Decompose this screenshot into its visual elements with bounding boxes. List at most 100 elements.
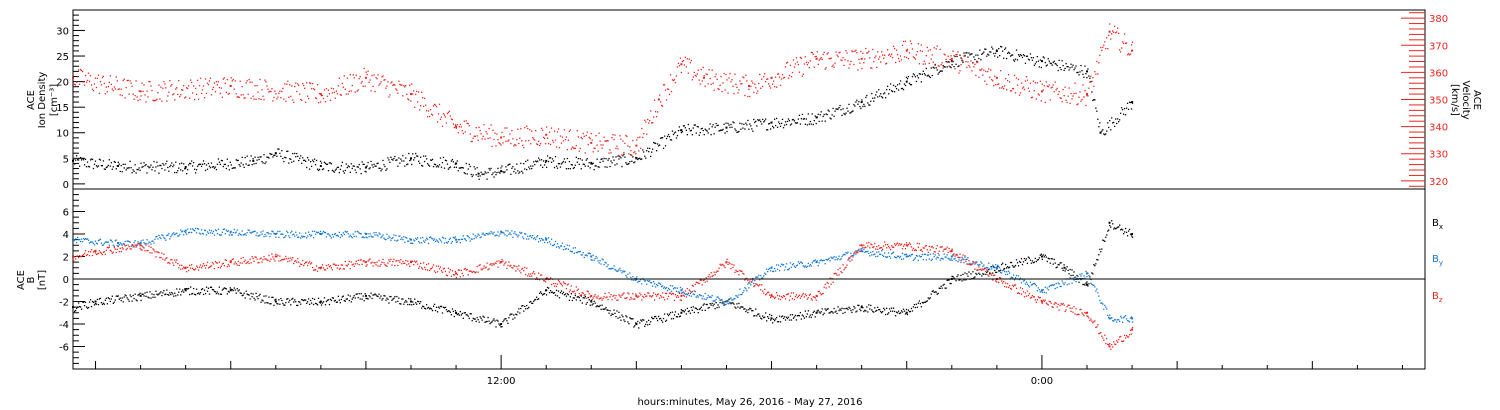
by-dot: [1094, 286, 1096, 288]
by-dot: [405, 236, 407, 238]
bz-dot: [412, 260, 414, 263]
bz-dot: [164, 259, 166, 261]
bz-dot: [354, 263, 356, 265]
velocity-dot: [748, 88, 750, 90]
velocity-dot: [782, 77, 785, 79]
density-dot: [250, 155, 252, 157]
bz-dot: [107, 247, 110, 249]
by-dot: [624, 270, 626, 272]
velocity-dot: [1064, 86, 1066, 88]
velocity-dot: [949, 58, 951, 61]
velocity-dot: [203, 96, 206, 99]
density-dot: [803, 118, 806, 120]
by-dot: [630, 276, 632, 279]
bx-dot: [384, 295, 386, 297]
by-dot: [1105, 306, 1107, 308]
velocity-dot: [1048, 84, 1050, 86]
velocity-dot: [259, 78, 261, 81]
velocity-dot: [330, 87, 333, 89]
by-dot: [315, 231, 318, 233]
velocity-dot: [976, 62, 978, 64]
velocity-dot: [646, 133, 648, 135]
bx-dot: [799, 311, 802, 314]
density-dot: [656, 143, 659, 145]
velocity-dot: [272, 100, 274, 102]
bx-dot: [716, 306, 718, 309]
by-dot: [399, 235, 401, 237]
bx-dot: [427, 306, 430, 309]
bx-dot: [585, 303, 587, 305]
by-dot: [823, 259, 825, 262]
velocity-dot: [487, 137, 489, 140]
by-dot: [134, 240, 136, 242]
bx-dot: [172, 293, 174, 295]
bx-dot: [355, 293, 357, 295]
bx-dot: [869, 308, 871, 310]
density-dot: [864, 105, 866, 107]
bz-dot: [225, 259, 227, 262]
density-dot: [1118, 121, 1120, 123]
bx-dot: [833, 307, 835, 310]
density-point: [184, 166, 187, 169]
bx-dot: [300, 303, 302, 305]
velocity-dot: [405, 84, 407, 87]
velocity-dot: [826, 53, 828, 55]
bz-dot: [482, 267, 484, 269]
density-dot: [406, 163, 408, 166]
bx-dot: [927, 297, 929, 299]
density-dot: [277, 148, 279, 150]
bx-dot: [425, 304, 428, 306]
bx-dot: [158, 293, 160, 295]
velocity-dot: [187, 87, 189, 90]
velocity-point: [815, 57, 818, 60]
bx-dot: [94, 303, 97, 305]
velocity-dot: [755, 87, 757, 89]
bx-dot: [110, 298, 112, 300]
density-dot: [1125, 107, 1128, 109]
by-dot: [144, 243, 146, 245]
bz-dot: [463, 268, 465, 270]
velocity-dot: [701, 80, 703, 82]
bz-dot: [155, 256, 157, 258]
velocity-dot: [446, 112, 449, 115]
bz-dot: [289, 260, 291, 262]
by-dot: [829, 260, 831, 262]
bx-dot: [1038, 257, 1040, 259]
bx-dot: [253, 297, 255, 300]
bx-dot: [861, 305, 863, 307]
bx-dot: [298, 301, 300, 303]
bx-dot: [194, 294, 197, 296]
by-dot: [851, 255, 853, 257]
by-point: [770, 266, 773, 269]
velocity-dot: [524, 126, 526, 129]
bz-dot: [403, 262, 405, 265]
density-dot: [1067, 66, 1069, 68]
bz-dot: [492, 263, 494, 265]
velocity-dot: [859, 62, 861, 64]
density-dot: [1078, 74, 1080, 76]
by-dot: [1029, 281, 1032, 283]
velocity-dot: [803, 63, 806, 65]
bx-dot: [1001, 263, 1003, 266]
velocity-dot: [1010, 90, 1013, 92]
by-dot: [660, 285, 663, 288]
density-dot: [630, 154, 632, 156]
density-dot: [518, 172, 520, 174]
by-dot: [150, 243, 152, 245]
bz-dot: [214, 260, 217, 263]
velocity-dot: [551, 139, 554, 142]
bx-dot: [426, 307, 429, 309]
by-dot: [1045, 292, 1047, 294]
velocity-dot: [529, 129, 531, 131]
velocity-dot: [461, 130, 463, 132]
bx-dot: [591, 304, 593, 306]
bz-dot: [335, 264, 338, 266]
velocity-dot: [538, 144, 541, 147]
velocity-dot: [1026, 79, 1029, 81]
density-dot: [233, 167, 235, 169]
velocity-dot: [1011, 87, 1014, 90]
by-dot: [932, 253, 934, 255]
bx-dot: [638, 327, 640, 329]
bx-dot: [499, 324, 501, 326]
by-dot: [353, 235, 355, 238]
